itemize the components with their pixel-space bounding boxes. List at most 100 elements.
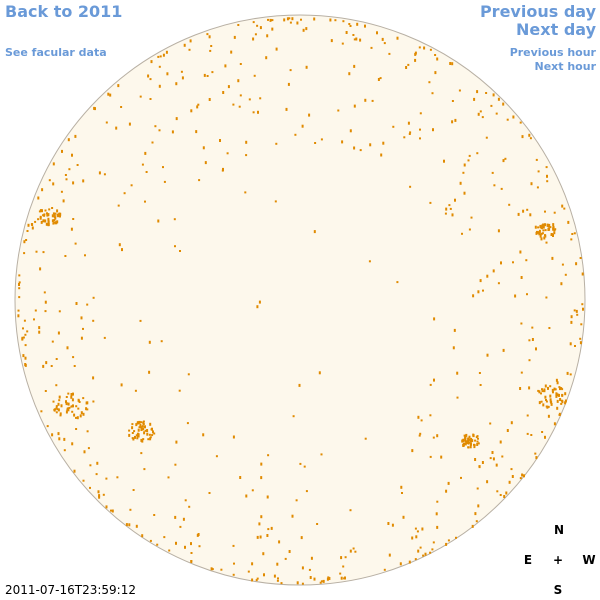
facula xyxy=(267,18,269,21)
facula xyxy=(581,303,584,306)
facula xyxy=(521,473,524,477)
facula xyxy=(477,437,479,440)
facular-link[interactable]: See facular data xyxy=(5,46,107,59)
facula xyxy=(528,339,531,342)
facula xyxy=(120,106,123,108)
facula xyxy=(271,19,274,22)
facula xyxy=(211,71,214,74)
facula xyxy=(548,223,551,227)
facula xyxy=(544,395,547,399)
facula xyxy=(256,24,259,27)
facula xyxy=(269,18,272,22)
facula xyxy=(80,336,83,340)
facula xyxy=(444,212,447,215)
previous-hour-link[interactable]: Previous hour xyxy=(510,46,597,59)
facula xyxy=(215,455,218,458)
facula xyxy=(44,219,47,223)
facula xyxy=(52,162,55,166)
previous-day-link[interactable]: Previous day xyxy=(480,2,597,21)
facula xyxy=(44,390,47,392)
facula xyxy=(416,530,419,533)
facula xyxy=(103,336,106,339)
facula xyxy=(208,492,211,494)
facula xyxy=(149,437,152,441)
facula xyxy=(43,214,46,217)
facula xyxy=(544,229,547,232)
facula xyxy=(445,207,448,211)
facula xyxy=(232,544,235,547)
facula xyxy=(63,437,66,441)
facula xyxy=(182,517,185,521)
facula xyxy=(305,65,308,69)
facula xyxy=(382,141,385,145)
facula xyxy=(553,211,556,214)
facula xyxy=(55,384,58,387)
facula xyxy=(364,98,367,102)
facula xyxy=(490,104,493,107)
facula xyxy=(552,223,555,227)
compass-west: W xyxy=(582,553,595,567)
facula xyxy=(265,56,268,60)
facula xyxy=(67,392,70,395)
facula xyxy=(479,384,482,386)
facula xyxy=(392,125,395,128)
facula xyxy=(65,400,67,404)
facula xyxy=(141,534,144,538)
facula xyxy=(467,159,470,162)
facula xyxy=(146,432,149,436)
facula xyxy=(364,437,367,440)
facula xyxy=(163,180,166,183)
facula xyxy=(24,356,27,360)
facula xyxy=(340,556,343,560)
facula xyxy=(144,429,147,432)
back-link[interactable]: Back to 2011 xyxy=(5,2,122,21)
facula xyxy=(543,236,546,240)
facula xyxy=(23,319,26,322)
facula xyxy=(500,261,502,265)
facula xyxy=(436,434,439,438)
facula xyxy=(567,220,570,224)
facula xyxy=(414,51,417,55)
facula xyxy=(554,388,557,391)
facula xyxy=(510,421,513,425)
facula xyxy=(153,514,156,516)
facula xyxy=(329,18,332,22)
next-hour-link[interactable]: Next hour xyxy=(535,60,597,73)
facula xyxy=(123,192,126,195)
facula xyxy=(51,340,54,343)
facula xyxy=(531,338,534,341)
facula xyxy=(407,121,410,125)
facula xyxy=(72,392,74,396)
facula xyxy=(258,300,261,304)
facula xyxy=(142,423,145,425)
facula xyxy=(73,413,76,417)
facula xyxy=(451,213,454,217)
facula xyxy=(64,174,67,176)
facula xyxy=(254,33,257,36)
facula xyxy=(256,305,259,309)
facula xyxy=(473,443,475,446)
facula xyxy=(456,371,459,375)
facula xyxy=(502,102,505,106)
facula xyxy=(472,294,475,298)
facula xyxy=(180,70,183,73)
facula xyxy=(276,562,279,566)
facula xyxy=(202,433,205,437)
facula xyxy=(419,112,422,115)
facula xyxy=(407,63,410,66)
next-day-link[interactable]: Next day xyxy=(516,20,597,39)
facula xyxy=(464,435,467,439)
facula xyxy=(489,422,492,425)
facula xyxy=(530,434,533,436)
facula xyxy=(198,545,201,548)
facula xyxy=(539,234,542,237)
facula xyxy=(186,422,189,425)
facula xyxy=(54,221,57,225)
facula xyxy=(534,452,537,455)
facula xyxy=(158,84,161,88)
facula xyxy=(144,425,146,429)
facula xyxy=(295,499,298,502)
facula xyxy=(409,131,412,134)
facula xyxy=(561,393,564,397)
facula xyxy=(142,420,145,423)
